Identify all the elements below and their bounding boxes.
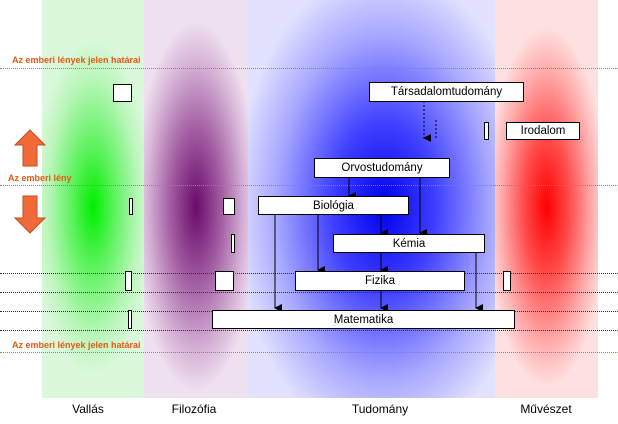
node-mathematics: Matematika: [212, 310, 515, 329]
node-sociology: Társadalomtudomány: [369, 82, 524, 102]
lower-limit-label: Az emberi lények jelen határai: [12, 340, 141, 350]
science-stub-marker: [484, 122, 489, 140]
philosophy-marker-3: [215, 271, 234, 291]
lower-limit-line: [0, 352, 618, 353]
up-arrow-icon: [13, 129, 47, 167]
node-physics: Fizika: [295, 271, 465, 291]
node-literature: Irodalom: [506, 122, 580, 140]
religion-band: [42, 0, 144, 398]
column-label-art: Művészet: [520, 402, 572, 416]
religion-marker-2: [125, 271, 132, 291]
level-line-physics-lower: [0, 292, 618, 293]
art-band: [495, 0, 598, 398]
art-marker: [503, 271, 511, 291]
religion-marker-3: [128, 310, 132, 329]
human-label: Az emberi lény: [8, 173, 72, 183]
human-line: [0, 185, 618, 186]
level-line-math-lower: [0, 330, 618, 331]
column-label-science: Tudomány: [351, 402, 409, 416]
down-arrow-icon: [13, 195, 47, 234]
node-chemistry: Kémia: [333, 234, 485, 253]
religion-top-marker: [113, 84, 132, 102]
religion-marker-1: [129, 198, 133, 215]
node-biology: Biológia: [258, 196, 409, 215]
column-label-religion: Vallás: [72, 402, 104, 416]
philosophy-marker-1: [223, 198, 235, 215]
column-label-philosophy: Filozófia: [171, 402, 217, 416]
upper-limit-line: [0, 68, 618, 69]
philosophy-marker-2: [231, 234, 235, 253]
upper-limit-label: Az emberi lények jelen határai: [12, 55, 141, 65]
node-medicine: Orvostudomány: [314, 158, 450, 178]
